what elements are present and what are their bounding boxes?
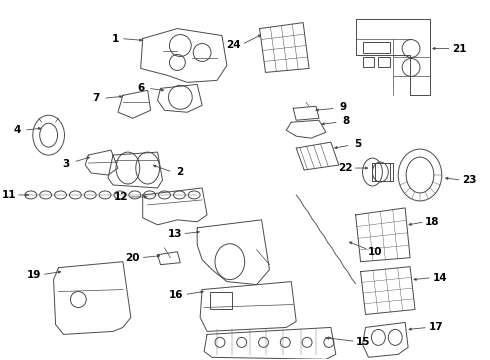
- Text: 16: 16: [169, 289, 184, 300]
- Text: 5: 5: [354, 139, 361, 149]
- Text: 21: 21: [452, 44, 467, 54]
- Text: 2: 2: [176, 167, 183, 177]
- Text: 14: 14: [433, 273, 447, 283]
- Text: 7: 7: [93, 93, 100, 103]
- Text: 6: 6: [137, 84, 145, 93]
- Text: 10: 10: [368, 247, 383, 257]
- Bar: [363, 41, 390, 54]
- Text: 19: 19: [26, 270, 41, 280]
- Text: 22: 22: [339, 163, 353, 173]
- Text: 18: 18: [425, 217, 439, 227]
- Text: 23: 23: [462, 175, 477, 185]
- Text: 9: 9: [339, 102, 346, 112]
- Text: 11: 11: [2, 190, 16, 200]
- Bar: [210, 292, 232, 310]
- Text: 8: 8: [342, 116, 349, 126]
- Text: 13: 13: [168, 229, 183, 239]
- Text: 17: 17: [429, 323, 443, 332]
- Text: 3: 3: [62, 159, 69, 169]
- Text: 24: 24: [226, 40, 241, 50]
- Text: 20: 20: [125, 253, 140, 263]
- Text: 15: 15: [356, 337, 371, 347]
- Bar: [363, 58, 374, 67]
- Text: 4: 4: [13, 125, 21, 135]
- Text: 12: 12: [114, 192, 128, 202]
- Text: 1: 1: [111, 33, 119, 44]
- Bar: [375, 163, 393, 181]
- Bar: [378, 58, 390, 67]
